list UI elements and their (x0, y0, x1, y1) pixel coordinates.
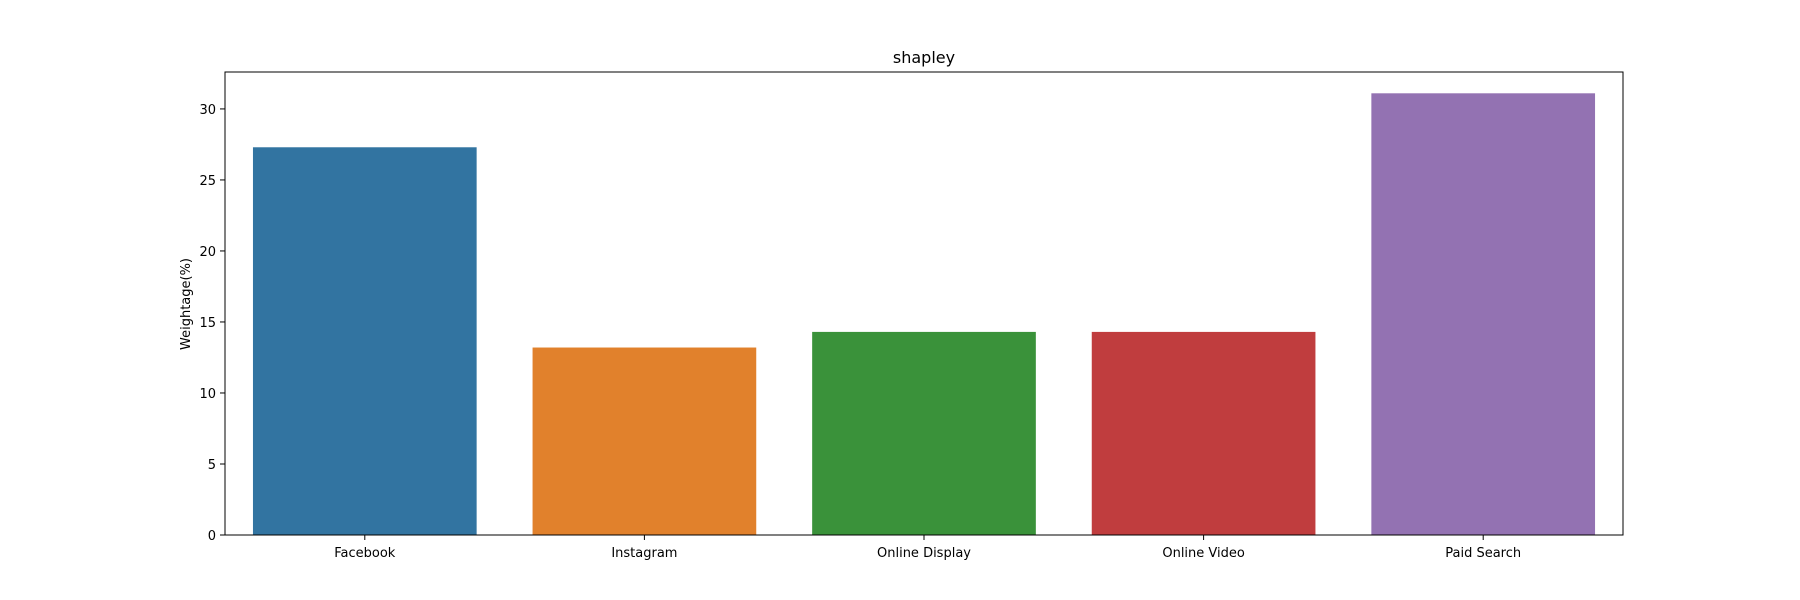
x-tick-label: Online Video (1162, 546, 1245, 561)
bar-online-video (1092, 332, 1316, 535)
bar-paid-search (1371, 93, 1595, 535)
bar-instagram (533, 348, 757, 535)
x-tick-label: Instagram (611, 546, 677, 561)
chart-title: shapley (893, 48, 955, 67)
y-axis-ticks: 0 5 10 15 20 25 30 (199, 103, 225, 544)
y-tick-label: 0 (208, 529, 216, 544)
y-tick-label: 15 (199, 316, 216, 331)
x-tick-label: Facebook (334, 546, 396, 561)
y-tick-label: 5 (208, 458, 216, 473)
x-tick-label: Online Display (877, 546, 971, 561)
y-tick-label: 30 (199, 103, 216, 118)
bar-facebook (253, 147, 477, 535)
bars-group (253, 93, 1595, 535)
y-tick-label: 20 (199, 245, 216, 260)
y-tick-label: 10 (199, 387, 216, 402)
y-tick-label: 25 (199, 174, 216, 189)
x-axis-ticks: Facebook Instagram Online Display Online Vi… (334, 535, 1521, 561)
bar-online-display (812, 332, 1036, 535)
x-tick-label: Paid Search (1445, 546, 1521, 561)
y-axis-title: Weightage(%) (179, 258, 194, 350)
